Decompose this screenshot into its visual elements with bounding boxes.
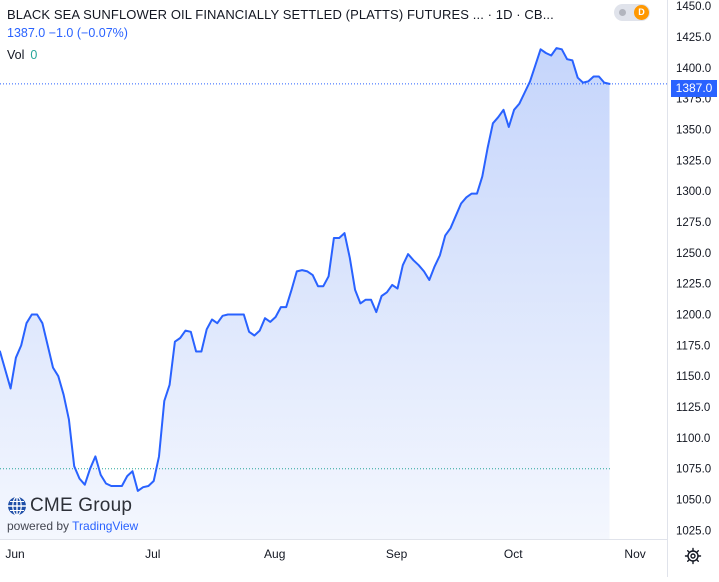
x-tick-label: Jun	[5, 547, 24, 561]
price-area-fill	[0, 48, 610, 539]
x-tick-label: Sep	[386, 547, 408, 561]
y-tick-label: 1225.0	[676, 279, 711, 291]
price-line-layer	[0, 47, 611, 492]
y-tick-label: 1450.0	[676, 1, 711, 13]
y-tick-label: 1050.0	[676, 495, 711, 507]
y-tick-label: 1175.0	[676, 340, 710, 352]
volume-value: 0	[30, 48, 38, 62]
y-tick-label: 1350.0	[676, 125, 711, 137]
y-tick-label: 1150.0	[676, 371, 710, 383]
volume-line: Vol 0	[7, 46, 554, 64]
y-tick-label: 1200.0	[676, 310, 711, 322]
powered-by-text: powered by	[7, 519, 70, 533]
y-tick-label: 1325.0	[676, 155, 711, 167]
y-tick-label: 1250.0	[676, 248, 711, 260]
y-tick-label: 1025.0	[676, 525, 711, 537]
cme-globe-icon	[8, 496, 26, 516]
tradingview-link[interactable]: TradingView	[72, 519, 139, 533]
x-tick-label: Jul	[145, 547, 160, 561]
y-tick-label: 1075.0	[676, 464, 711, 476]
y-tick-label: 1275.0	[676, 217, 711, 229]
volume-label: Vol	[7, 48, 25, 62]
y-tick-label: 1125.0	[676, 402, 710, 414]
x-tick-label: Nov	[624, 547, 645, 561]
x-tick-label: Aug	[264, 547, 285, 561]
symbol-title[interactable]: BLACK SEA SUNFLOWER OIL FINANCIALLY SETT…	[7, 7, 554, 22]
brand-watermark[interactable]: CME Group powered by TradingView	[7, 495, 138, 533]
x-tick-label: Oct	[504, 547, 523, 561]
settings-gear-icon[interactable]	[684, 547, 702, 570]
legend: BLACK SEA SUNFLOWER OIL FINANCIALLY SETT…	[7, 6, 554, 64]
brand-name: CME Group	[30, 495, 133, 516]
y-tick-label: 1300.0	[676, 186, 711, 198]
area-layer	[0, 48, 610, 539]
y-tick-label: 1425.0	[676, 32, 711, 44]
last-price-label: 1387.0	[671, 80, 717, 97]
toggle-dot-icon	[619, 9, 626, 16]
powered-by: powered by TradingView	[7, 519, 138, 533]
y-tick-label: 1400.0	[676, 63, 711, 75]
y-tick-label: 1100.0	[676, 433, 710, 445]
interval-toggle[interactable]: D	[614, 4, 650, 21]
price-line[interactable]	[0, 47, 611, 492]
time-axis[interactable]: Jun Jul Aug Sep Oct Nov	[5, 547, 645, 561]
quote-line: 1387.0 −1.0 (−0.07%)	[7, 26, 128, 40]
interval-badge[interactable]: D	[634, 5, 649, 20]
